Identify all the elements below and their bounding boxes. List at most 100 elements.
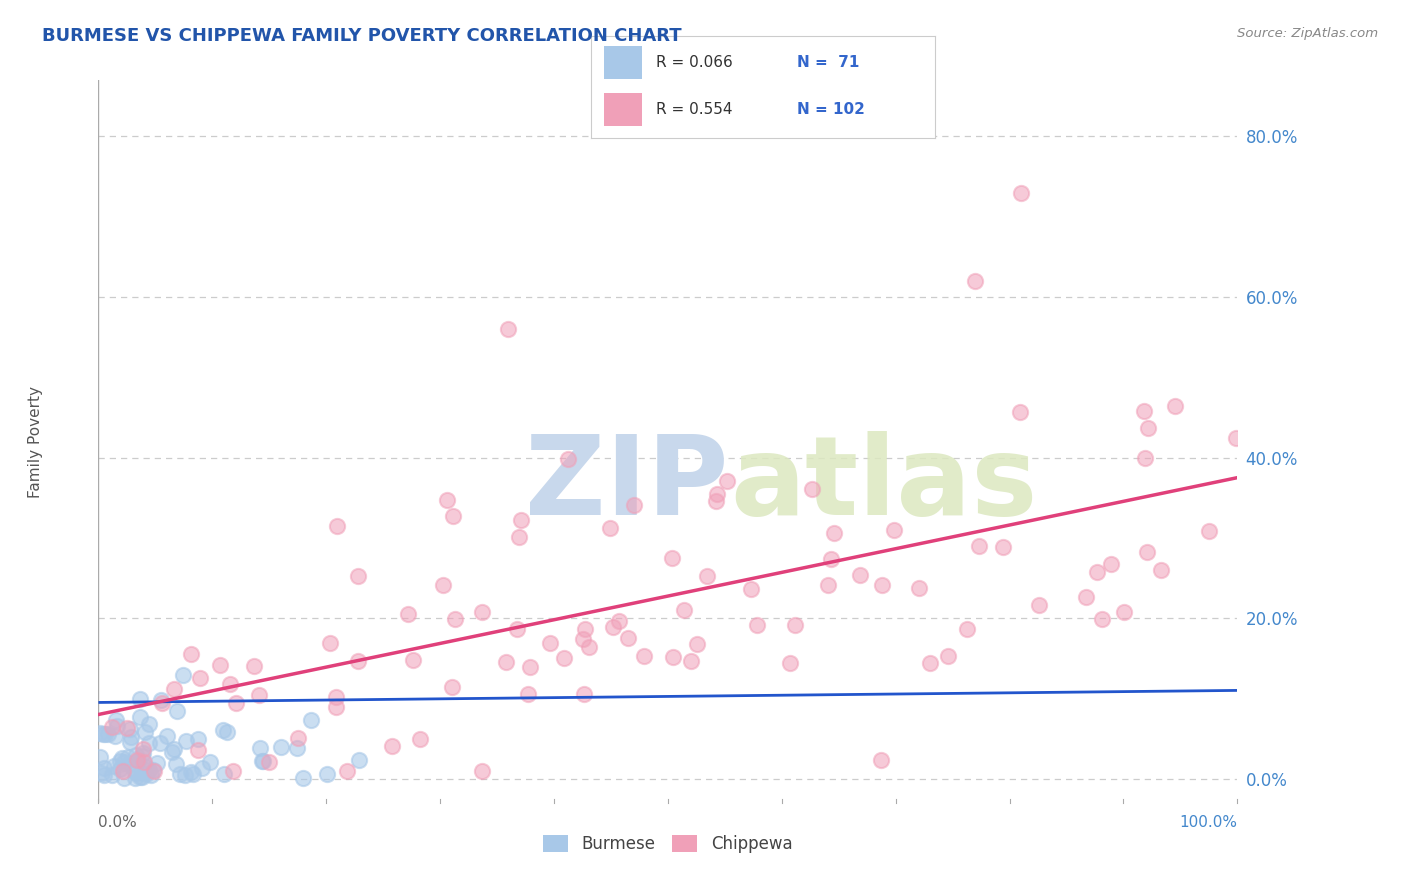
Point: [120, 730, 142, 744]
Point: [211, 723, 233, 738]
Point: [1225, 431, 1247, 445]
Point: [498, 322, 520, 336]
Point: [180, 648, 202, 662]
Point: [138, 763, 160, 777]
Point: [319, 636, 342, 650]
Text: atlas: atlas: [731, 432, 1038, 539]
Point: [105, 713, 128, 727]
Point: [572, 632, 595, 646]
Point: [299, 713, 322, 727]
Point: [817, 578, 839, 592]
Point: [936, 649, 959, 664]
Point: [131, 770, 153, 784]
Point: [198, 755, 221, 769]
Point: [1133, 451, 1156, 466]
Point: [602, 620, 624, 634]
Point: [443, 612, 465, 626]
Point: [163, 682, 186, 697]
Point: [685, 637, 707, 651]
Point: [141, 767, 163, 781]
Point: [188, 671, 211, 685]
Point: [249, 741, 271, 756]
Point: [89, 726, 111, 740]
Point: [662, 650, 685, 665]
Point: [519, 660, 541, 674]
Point: [557, 451, 579, 466]
Point: [740, 582, 762, 596]
Point: [402, 652, 425, 666]
Point: [967, 540, 990, 554]
Point: [110, 754, 132, 768]
Point: [187, 731, 209, 746]
Point: [824, 525, 846, 540]
Point: [285, 741, 308, 756]
Point: [174, 768, 197, 782]
Point: [118, 735, 141, 749]
Point: [1091, 611, 1114, 625]
Point: [870, 753, 893, 767]
Point: [134, 755, 156, 769]
Point: [1164, 399, 1187, 413]
Text: 0.0%: 0.0%: [98, 815, 138, 830]
Point: [134, 724, 156, 739]
Point: [247, 688, 270, 702]
Point: [105, 719, 128, 733]
Point: [1150, 563, 1173, 577]
Point: [166, 704, 188, 718]
Point: [661, 550, 683, 565]
Point: [965, 274, 987, 288]
Point: [219, 676, 242, 690]
Point: [820, 551, 842, 566]
Point: [169, 766, 191, 780]
Point: [165, 756, 187, 771]
Point: [100, 720, 122, 734]
Point: [1198, 524, 1220, 539]
Point: [214, 766, 236, 780]
Point: [135, 760, 157, 774]
Point: [103, 759, 125, 773]
Point: [1085, 566, 1108, 580]
Point: [508, 530, 530, 544]
Point: [125, 753, 148, 767]
Point: [325, 699, 347, 714]
Point: [1008, 405, 1031, 419]
Point: [316, 766, 339, 780]
Point: [181, 767, 204, 781]
Point: [252, 755, 274, 769]
Point: [93, 761, 115, 775]
Point: [117, 749, 139, 764]
Point: [553, 651, 575, 665]
Text: 100.0%: 100.0%: [1180, 815, 1237, 830]
Point: [125, 766, 148, 780]
Text: BURMESE VS CHIPPEWA FAMILY POVERTY CORRELATION CHART: BURMESE VS CHIPPEWA FAMILY POVERTY CORRE…: [42, 27, 682, 45]
Point: [124, 771, 146, 785]
Point: [578, 640, 600, 655]
Point: [908, 582, 931, 596]
Point: [129, 691, 152, 706]
Point: [779, 656, 801, 670]
Point: [538, 636, 561, 650]
Point: [112, 764, 135, 778]
Point: [128, 770, 150, 784]
Point: [1010, 186, 1032, 200]
Point: [94, 727, 117, 741]
Point: [145, 756, 167, 771]
Point: [150, 693, 173, 707]
Point: [111, 751, 134, 765]
Point: [131, 749, 153, 764]
Point: [132, 746, 155, 760]
Point: [509, 513, 531, 527]
Point: [1114, 605, 1136, 619]
Point: [156, 729, 179, 743]
Point: [471, 605, 494, 619]
Point: [143, 764, 166, 778]
Point: [633, 649, 655, 664]
Point: [1099, 557, 1122, 571]
Point: [706, 487, 728, 501]
Legend: Burmese, Chippewa: Burmese, Chippewa: [537, 828, 799, 860]
Point: [991, 540, 1014, 554]
Point: [118, 722, 141, 736]
Text: Family Poverty: Family Poverty: [28, 385, 44, 498]
Point: [870, 578, 893, 592]
Point: [441, 509, 464, 524]
